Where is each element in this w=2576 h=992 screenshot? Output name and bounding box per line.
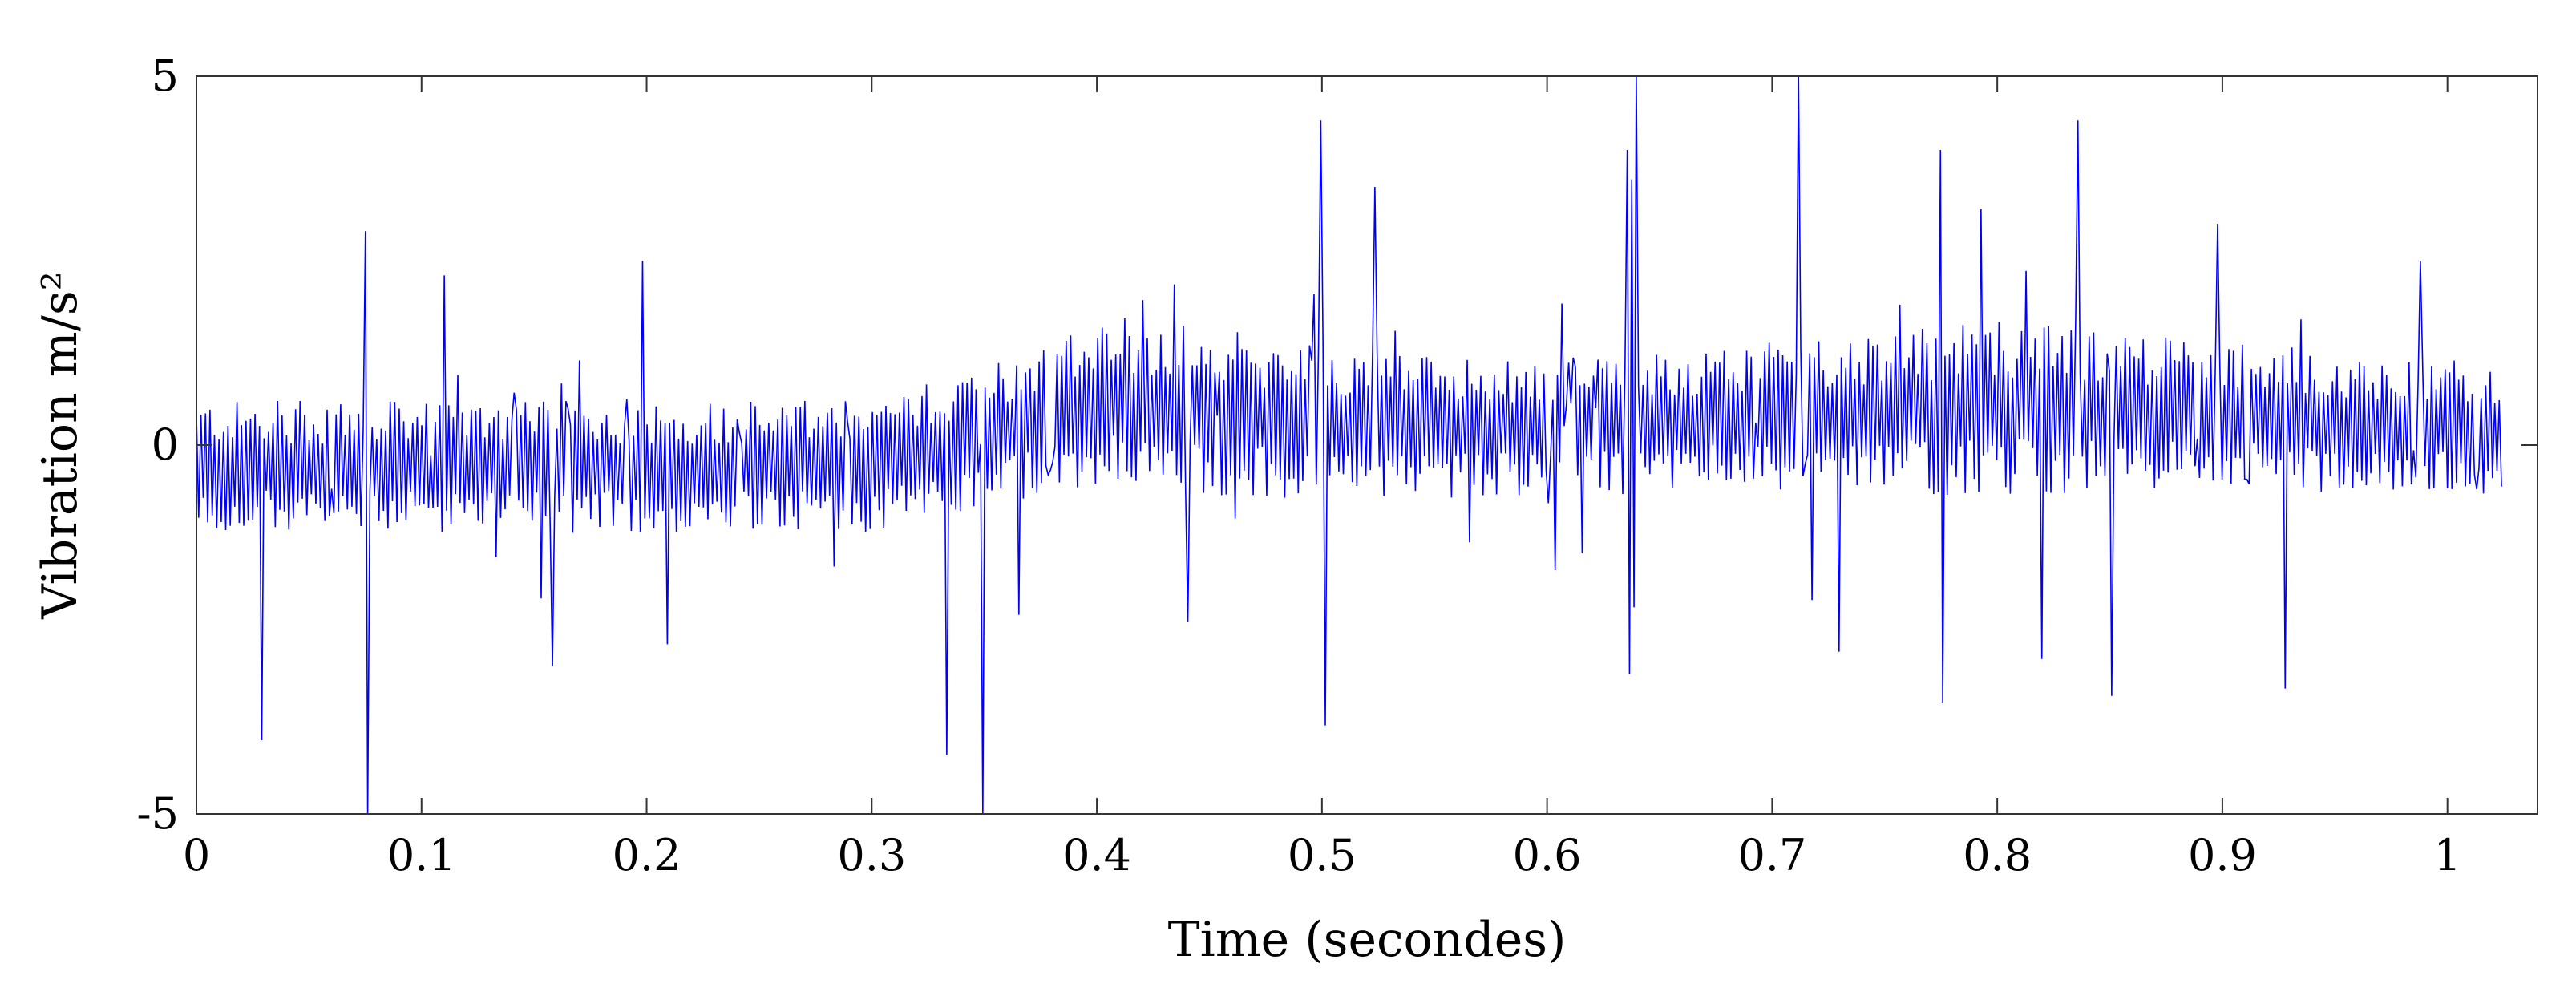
x-tick-label: 0: [183, 830, 210, 881]
y-axis: -5 0 5: [136, 51, 2538, 839]
x-tick-label: 1: [2434, 830, 2461, 881]
y-tick-label: 0: [152, 419, 179, 470]
y-tick-label: 5: [152, 51, 179, 101]
x-tick-label: 0.1: [387, 830, 456, 881]
y-axis-title: Vibration m/s²: [32, 271, 88, 619]
x-axis: 0 0.1 0.2 0.3 0.4 0.5 0.6 0.7 0.8 0.9 1: [183, 76, 2461, 881]
x-tick-label: 0.4: [1062, 830, 1131, 881]
x-tick-label: 0.5: [1288, 830, 1357, 881]
x-tick-label: 0.8: [1963, 830, 2032, 881]
x-tick-label: 0.6: [1513, 830, 1582, 881]
x-tick-label: 0.9: [2188, 830, 2257, 881]
x-tick-label: 0.3: [837, 830, 906, 881]
x-axis-title: Time (secondes): [1168, 912, 1567, 968]
x-tick-label: 0.2: [613, 830, 681, 881]
vibration-signal-line: [196, 75, 2502, 815]
x-tick-label: 0.7: [1737, 830, 1806, 881]
y-tick-label: -5: [136, 788, 179, 839]
plot-area: [196, 75, 2502, 815]
